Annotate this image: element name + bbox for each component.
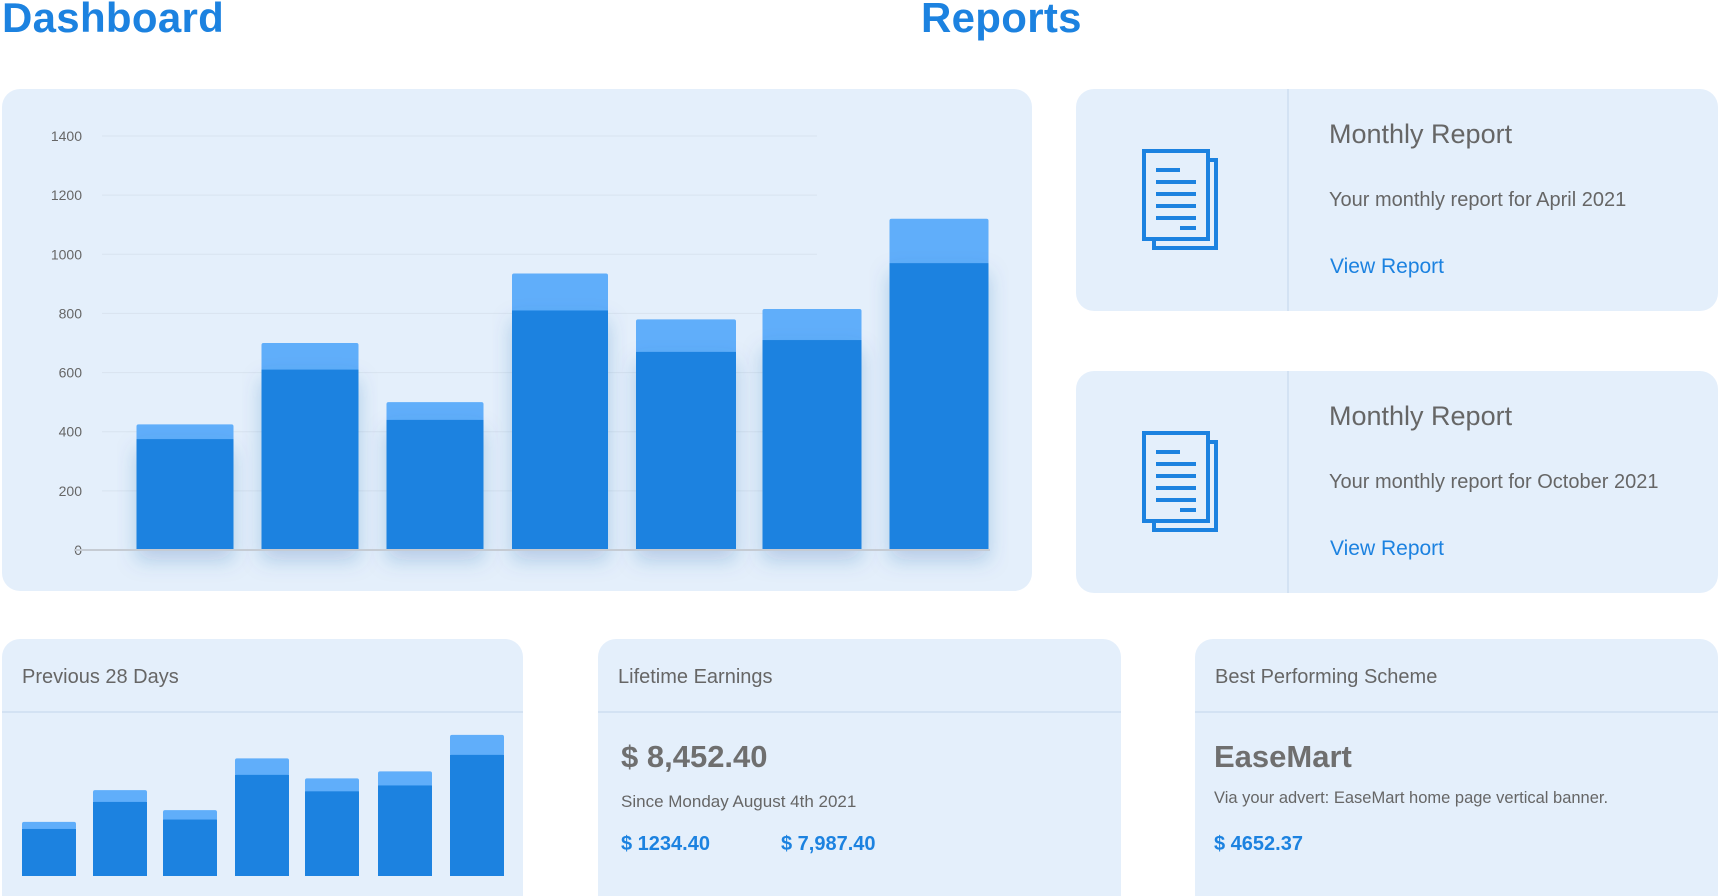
bar-segment-base xyxy=(762,340,862,550)
bar-segment-top xyxy=(386,402,484,422)
view-report-link[interactable]: View Report xyxy=(1330,255,1445,278)
bar-segment-base xyxy=(136,439,234,550)
previous-28-days-card: Previous 28 Days xyxy=(2,639,523,896)
mini-bar-top xyxy=(235,758,289,776)
document-icon xyxy=(1141,149,1218,250)
y-tick-label: 400 xyxy=(59,424,83,440)
bar-segment-base xyxy=(386,419,484,550)
y-tick-label: 800 xyxy=(59,305,83,321)
main-bar-chart: 0200400600800100012001400 xyxy=(51,128,990,558)
report-icon-panel xyxy=(1076,89,1289,311)
mini-bar-top xyxy=(378,771,432,787)
mini-bar-chart xyxy=(22,734,504,876)
dashboard-title: Dashboard xyxy=(2,0,225,41)
mini-bar-top xyxy=(93,790,147,803)
bar-segment-top xyxy=(889,218,989,266)
document-icon xyxy=(1141,431,1218,532)
report-card: Monthly Report Your monthly report for O… xyxy=(1076,371,1718,593)
card-header: Lifetime Earnings xyxy=(598,639,1121,713)
report-icon-panel xyxy=(1076,371,1289,593)
reports-title: Reports xyxy=(921,0,1082,41)
best-performing-card: Best Performing Scheme EaseMart Via your… xyxy=(1195,639,1718,896)
bar-segment-top xyxy=(136,424,234,442)
since-date: Since Monday August 4th 2021 xyxy=(621,792,857,811)
y-tick-label: 1000 xyxy=(51,246,82,262)
report-description: Your monthly report for April 2021 xyxy=(1329,189,1627,211)
report-card: Monthly Report Your monthly report for A… xyxy=(1076,89,1718,311)
y-tick-label: 1400 xyxy=(51,128,82,144)
mini-bar-base xyxy=(305,791,359,876)
earnings-value-b: $ 7,987.40 xyxy=(781,833,876,855)
report-title: Monthly Report xyxy=(1329,119,1513,149)
mini-bar-base xyxy=(22,828,76,876)
bar-segment-base xyxy=(261,369,359,550)
card-header: Best Performing Scheme xyxy=(1195,639,1718,713)
view-report-link[interactable]: View Report xyxy=(1330,537,1445,560)
mini-bar-top xyxy=(22,821,76,830)
scheme-name: EaseMart xyxy=(1214,739,1352,774)
lifetime-total: $ 8,452.40 xyxy=(621,739,768,774)
report-description: Your monthly report for October 2021 xyxy=(1329,471,1659,493)
mini-bar-base xyxy=(450,754,504,876)
lifetime-earnings-card: Lifetime Earnings $ 8,452.40 Since Monda… xyxy=(598,639,1121,896)
bar-segment-base xyxy=(636,351,736,550)
bar-segment-top xyxy=(512,273,608,313)
bar-segment-top xyxy=(636,319,736,354)
y-tick-label: 600 xyxy=(59,365,83,381)
card-header: Previous 28 Days xyxy=(2,639,523,713)
mini-bar-base xyxy=(235,774,289,876)
main-chart-card: 0200400600800100012001400 xyxy=(2,89,1032,591)
mini-bar-base xyxy=(93,801,147,876)
mini-bar-top xyxy=(305,778,359,793)
y-tick-label: 1200 xyxy=(51,187,82,203)
bar-segment-base xyxy=(512,310,608,550)
scheme-description: Via your advert: EaseMart home page vert… xyxy=(1214,789,1609,807)
earnings-value-a: $ 1234.40 xyxy=(621,833,710,855)
mini-bar-base xyxy=(163,819,217,876)
scheme-value: $ 4652.37 xyxy=(1214,833,1303,855)
mini-bar-base xyxy=(378,785,432,876)
bar-segment-top xyxy=(762,308,862,343)
mini-bar-top xyxy=(450,734,504,756)
mini-bar-top xyxy=(163,810,217,821)
report-title: Monthly Report xyxy=(1329,401,1513,431)
y-tick-label: 200 xyxy=(59,483,83,499)
bar-segment-base xyxy=(889,263,989,550)
bar-segment-top xyxy=(261,343,359,372)
